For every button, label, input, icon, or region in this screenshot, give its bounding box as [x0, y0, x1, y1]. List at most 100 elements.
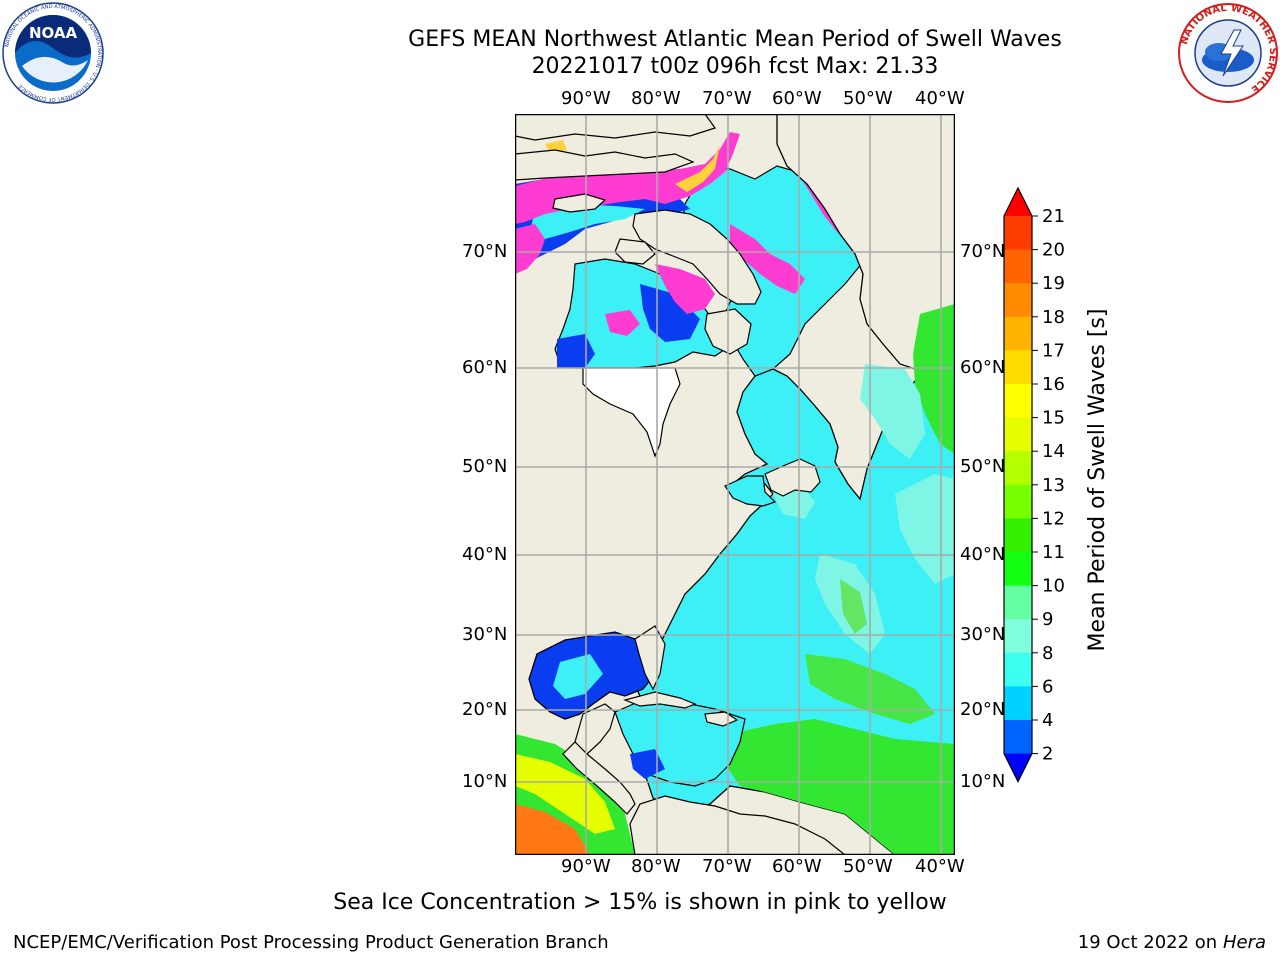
lat-label-left: 10°N [462, 771, 508, 792]
colorbar-tick-label: 21 [1042, 206, 1065, 227]
colorbar-tick-label: 6 [1042, 676, 1053, 697]
lon-label-top: 70°W [702, 88, 752, 109]
footer-date-text: 19 Oct 2022 on [1077, 932, 1223, 953]
colorbar-tick-label: 12 [1042, 508, 1065, 529]
baffin-island [632, 209, 762, 305]
colorbar: 21 20 19 18 17 16 15 14 13 12 11 10 9 8 6 4 2 [1003, 186, 1065, 783]
nws-logo: NATIONAL WEATHER SERVICE [1178, 3, 1278, 103]
lon-label-bottom: 50°W [843, 856, 893, 877]
colorbar-extend-max [1004, 188, 1032, 216]
lat-label-left: 40°N [462, 544, 508, 565]
swell-band-light [895, 474, 955, 584]
colorbar-band [1004, 417, 1032, 452]
hudson-bay-deep [640, 284, 700, 342]
colorbar-tick-label: 10 [1042, 576, 1065, 597]
central-america [562, 741, 636, 815]
pacific-swell-orange [515, 804, 590, 855]
lon-label-top: 40°W [915, 88, 965, 109]
lon-label-bottom: 80°W [631, 856, 681, 877]
lat-label-left: 30°N [462, 624, 508, 645]
gulf-st-lawrence [724, 475, 777, 507]
colorbar-tick-label: 11 [1042, 542, 1065, 563]
arctic-island [515, 149, 695, 181]
colorbar-tick-label: 16 [1042, 374, 1065, 395]
sea-ice [655, 264, 715, 314]
hudson-bay-nodata [582, 367, 681, 458]
colorbar-band [1004, 484, 1032, 519]
pacific-swell-yellow [515, 754, 615, 834]
colorbar-bands [1003, 186, 1033, 783]
lat-label-right: 40°N [960, 544, 1006, 565]
colorbar-tick-label: 18 [1042, 307, 1065, 328]
swell-period-map [515, 114, 955, 855]
chart-title: GEFS MEAN Northwest Atlantic Mean Period… [408, 27, 1062, 52]
colorbar-tick-label: 14 [1042, 441, 1065, 462]
lon-label-bottom: 40°W [915, 856, 965, 877]
colorbar-band [1004, 316, 1032, 351]
lon-label-top: 80°W [631, 88, 681, 109]
colorbar-band [1004, 283, 1032, 318]
swell-band-green [913, 304, 955, 454]
lon-label-top: 50°W [843, 88, 893, 109]
colorbar-tick-label: 20 [1042, 240, 1065, 261]
footer-host: Hera [1222, 932, 1266, 953]
footer-credit: NCEP/EMC/Verification Post Processing Pr… [13, 932, 609, 953]
gulf-of-mexico-mid [553, 654, 603, 699]
sea-ice [605, 310, 640, 336]
colorbar-band [1004, 249, 1032, 284]
colorbar-band [1004, 652, 1032, 687]
cuba [623, 691, 697, 709]
colorbar-tick-label: 15 [1042, 408, 1065, 429]
arctic-channels [530, 204, 645, 239]
colorbar-band [1004, 384, 1032, 419]
colorbar-band [1004, 552, 1032, 587]
sea-ice-yellow [675, 144, 720, 192]
lat-label-left: 60°N [462, 357, 508, 378]
lat-label-right: 50°N [960, 456, 1006, 477]
lat-label-right: 70°N [960, 241, 1006, 262]
colorbar-tick-label: 2 [1042, 744, 1053, 765]
swell-band-green [725, 719, 955, 855]
chart-subtitle: 20221017 t00z 096h fcst Max: 21.33 [531, 54, 939, 79]
colorbar-tick-label: 19 [1042, 273, 1065, 294]
footer-date: 19 Oct 2022 on Hera [1078, 932, 1266, 953]
noaa-logo-text: NOAA [29, 24, 78, 42]
lat-label-right: 30°N [960, 624, 1006, 645]
swell-band-green [840, 579, 867, 634]
noaa-logo: NOAA NATIONAL OCEANIC AND ATMOSPHERIC AD… [2, 2, 104, 104]
lat-label-right: 10°N [960, 771, 1006, 792]
colorbar-ticks: 21 20 19 18 17 16 15 14 13 12 11 10 9 8 6 4 2 [1032, 206, 1065, 765]
sea-ice [730, 224, 805, 294]
arctic-island [552, 193, 607, 213]
lon-label-bottom: 90°W [561, 856, 611, 877]
lat-label-right: 60°N [960, 357, 1006, 378]
colorbar-label: Mean Period of Swell Waves [s] [1085, 308, 1110, 652]
lat-label-left: 70°N [462, 241, 508, 262]
lon-label-top: 90°W [561, 88, 611, 109]
lon-label-bottom: 70°W [702, 856, 752, 877]
swell-band-light [860, 364, 925, 459]
map-frame [515, 114, 955, 855]
colorbar-band [1004, 585, 1032, 620]
colorbar-label-wrap: Mean Period of Swell Waves [s] [1085, 290, 1115, 670]
colorbar-band [1004, 451, 1032, 486]
colorbar-band [1004, 350, 1032, 385]
colorbar-tick-label: 8 [1042, 643, 1053, 664]
colorbar-band [1004, 518, 1032, 553]
lat-label-left: 50°N [462, 456, 508, 477]
lat-label-right: 20°N [960, 699, 1006, 720]
colorbar-tick-label: 4 [1042, 710, 1053, 731]
colorbar-band [1004, 216, 1032, 251]
graticule [515, 114, 955, 855]
colorbar-band [1004, 619, 1032, 654]
lat-label-left: 20°N [462, 699, 508, 720]
sea-ice [515, 224, 545, 274]
lon-label-bottom: 60°W [772, 856, 822, 877]
colorbar-tick-label: 13 [1042, 475, 1065, 496]
lon-label-top: 60°W [772, 88, 822, 109]
colorbar-band [1004, 720, 1032, 755]
arctic-island [515, 114, 716, 141]
colorbar-extend-min [1004, 753, 1032, 782]
newfoundland [764, 458, 821, 497]
colorbar-tick-label: 17 [1042, 340, 1065, 361]
